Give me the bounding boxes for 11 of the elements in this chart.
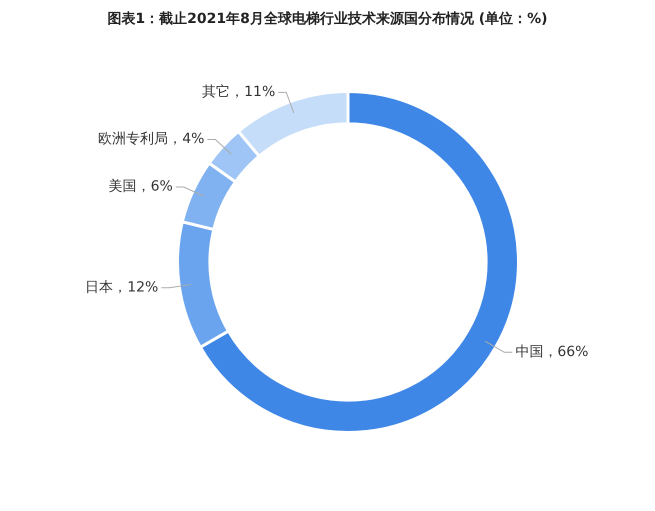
- slice-label: 其它: [202, 84, 230, 100]
- data-label: ，66%: [543, 344, 588, 360]
- data-label: ，6%: [136, 178, 173, 195]
- data-label: ，12%: [113, 279, 158, 296]
- slice-label: 美国: [108, 178, 137, 195]
- slice-label: 欧洲专利局: [98, 131, 168, 148]
- chart-title: 图表1：截止2021年8月全球电梯行业技术来源国分布情况 (单位：%): [106, 10, 549, 28]
- slice-label: 中国: [515, 344, 544, 360]
- data-label: ，11%: [230, 84, 276, 100]
- slice-label: 日本: [85, 279, 114, 296]
- data-label: ，4%: [168, 131, 204, 148]
